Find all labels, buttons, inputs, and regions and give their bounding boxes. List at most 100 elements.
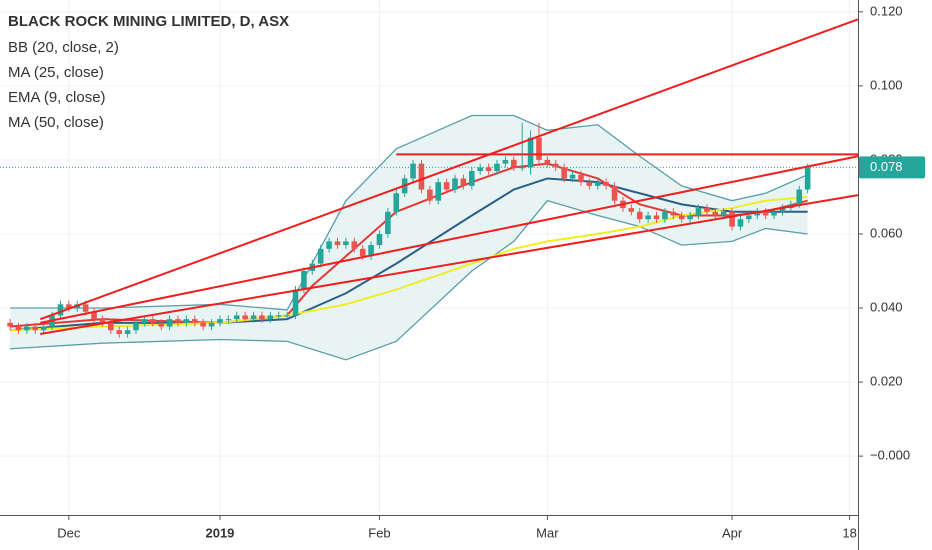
candle-body: [628, 208, 635, 212]
chart-title: BLACK ROCK MINING LIMITED, D, ASX: [8, 13, 289, 30]
candle-body: [133, 322, 139, 331]
candle-body: [368, 245, 374, 257]
y-tick-label: 0.060: [870, 225, 903, 240]
candle-body: [175, 319, 181, 323]
candle-body: [796, 189, 803, 205]
y-tick-label: 0.020: [870, 374, 903, 389]
candle-body: [116, 330, 123, 334]
candle-body: [443, 182, 450, 190]
candle-body: [720, 211, 727, 216]
candle-body: [485, 167, 492, 172]
candle-body: [603, 182, 609, 186]
y-tick-label: 0.040: [870, 299, 903, 314]
candle-body: [108, 322, 114, 331]
candle-body: [91, 311, 97, 320]
legend-entry: MA (50, close): [8, 114, 104, 131]
candle-body: [611, 185, 618, 201]
last-price-box: [859, 156, 925, 179]
candle-body: [376, 233, 383, 246]
x-tick-label: Apr: [722, 525, 743, 540]
candle-body: [149, 319, 156, 323]
candle-body: [15, 326, 22, 331]
candle-body: [82, 304, 89, 312]
bb-upper: [10, 114, 808, 311]
legend-entry: MA (25, close): [8, 64, 104, 81]
candle-body: [317, 248, 324, 264]
y-tick-label: −0.000: [870, 448, 910, 463]
x-tick-label: 2019: [205, 525, 234, 540]
candle-body: [687, 215, 693, 220]
candle-body: [746, 215, 752, 220]
candle-body: [418, 163, 425, 190]
candle-body: [460, 178, 467, 186]
candle-body: [66, 304, 72, 309]
candle-body: [225, 319, 232, 321]
bb-fill: [10, 115, 808, 360]
bb-lower: [10, 199, 808, 361]
candle-body: [712, 211, 719, 216]
candle-body: [124, 330, 131, 334]
x-tick-label: Feb: [368, 525, 390, 540]
candle-body: [477, 167, 484, 172]
candle-body: [762, 211, 769, 216]
x-tick-label: Dec: [57, 525, 81, 540]
candle-body: [208, 322, 215, 327]
candle-body: [586, 182, 593, 186]
candle-body: [662, 211, 668, 220]
candle-body: [233, 315, 240, 320]
candle-body: [653, 215, 660, 220]
candle-body: [183, 319, 190, 323]
candle-body: [334, 241, 341, 246]
x-tick-label: 18: [842, 525, 856, 540]
candle-body: [217, 319, 223, 323]
candle-body: [645, 215, 651, 220]
candle-body: [510, 159, 517, 168]
candle-body: [427, 189, 433, 201]
candle-body: [359, 248, 366, 257]
candle-body: [410, 163, 416, 179]
candle-body: [301, 271, 307, 290]
candle-body: [284, 315, 290, 317]
candle-body: [141, 319, 148, 323]
candle-body: [779, 208, 786, 212]
candle-body: [351, 241, 358, 249]
candle-body: [385, 211, 391, 234]
candle-body: [57, 304, 64, 316]
candle-body: [435, 182, 442, 201]
candle-body: [544, 159, 551, 164]
legend: BLACK ROCK MINING LIMITED, D, ASX BB (20…: [8, 13, 289, 131]
legend-entry: EMA (9, close): [8, 89, 106, 106]
candle-body: [804, 167, 811, 190]
candle-body: [636, 211, 643, 220]
candle-body: [678, 215, 685, 220]
candle-body: [552, 163, 559, 168]
y-tick-label: 0.100: [870, 77, 903, 92]
candle-body: [452, 178, 458, 190]
y-tick-label: 0.120: [870, 3, 903, 18]
candle-body: [24, 326, 30, 331]
candle-body: [536, 137, 542, 160]
candle-body: [670, 211, 677, 216]
legend-entry: BB (20, close, 2): [8, 39, 119, 56]
candle-body: [166, 319, 173, 327]
candle-body: [250, 315, 257, 320]
candle-body: [200, 322, 206, 327]
candle-body: [704, 208, 710, 212]
candle-body: [578, 174, 584, 183]
candle-body: [259, 315, 265, 320]
candle-body: [469, 171, 475, 186]
candle-body: [275, 315, 282, 317]
candle-body: [32, 326, 39, 331]
candle-body: [494, 163, 500, 172]
candle-body: [326, 241, 332, 249]
candle-body: [771, 211, 777, 216]
candle-body: [242, 315, 248, 320]
candle-body: [695, 208, 702, 216]
candle-body: [594, 182, 601, 186]
candle-body: [569, 174, 576, 179]
candle-body: [40, 326, 47, 331]
trend-line: [40, 155, 859, 324]
candle-body: [754, 211, 761, 216]
candle-body: [292, 289, 299, 316]
